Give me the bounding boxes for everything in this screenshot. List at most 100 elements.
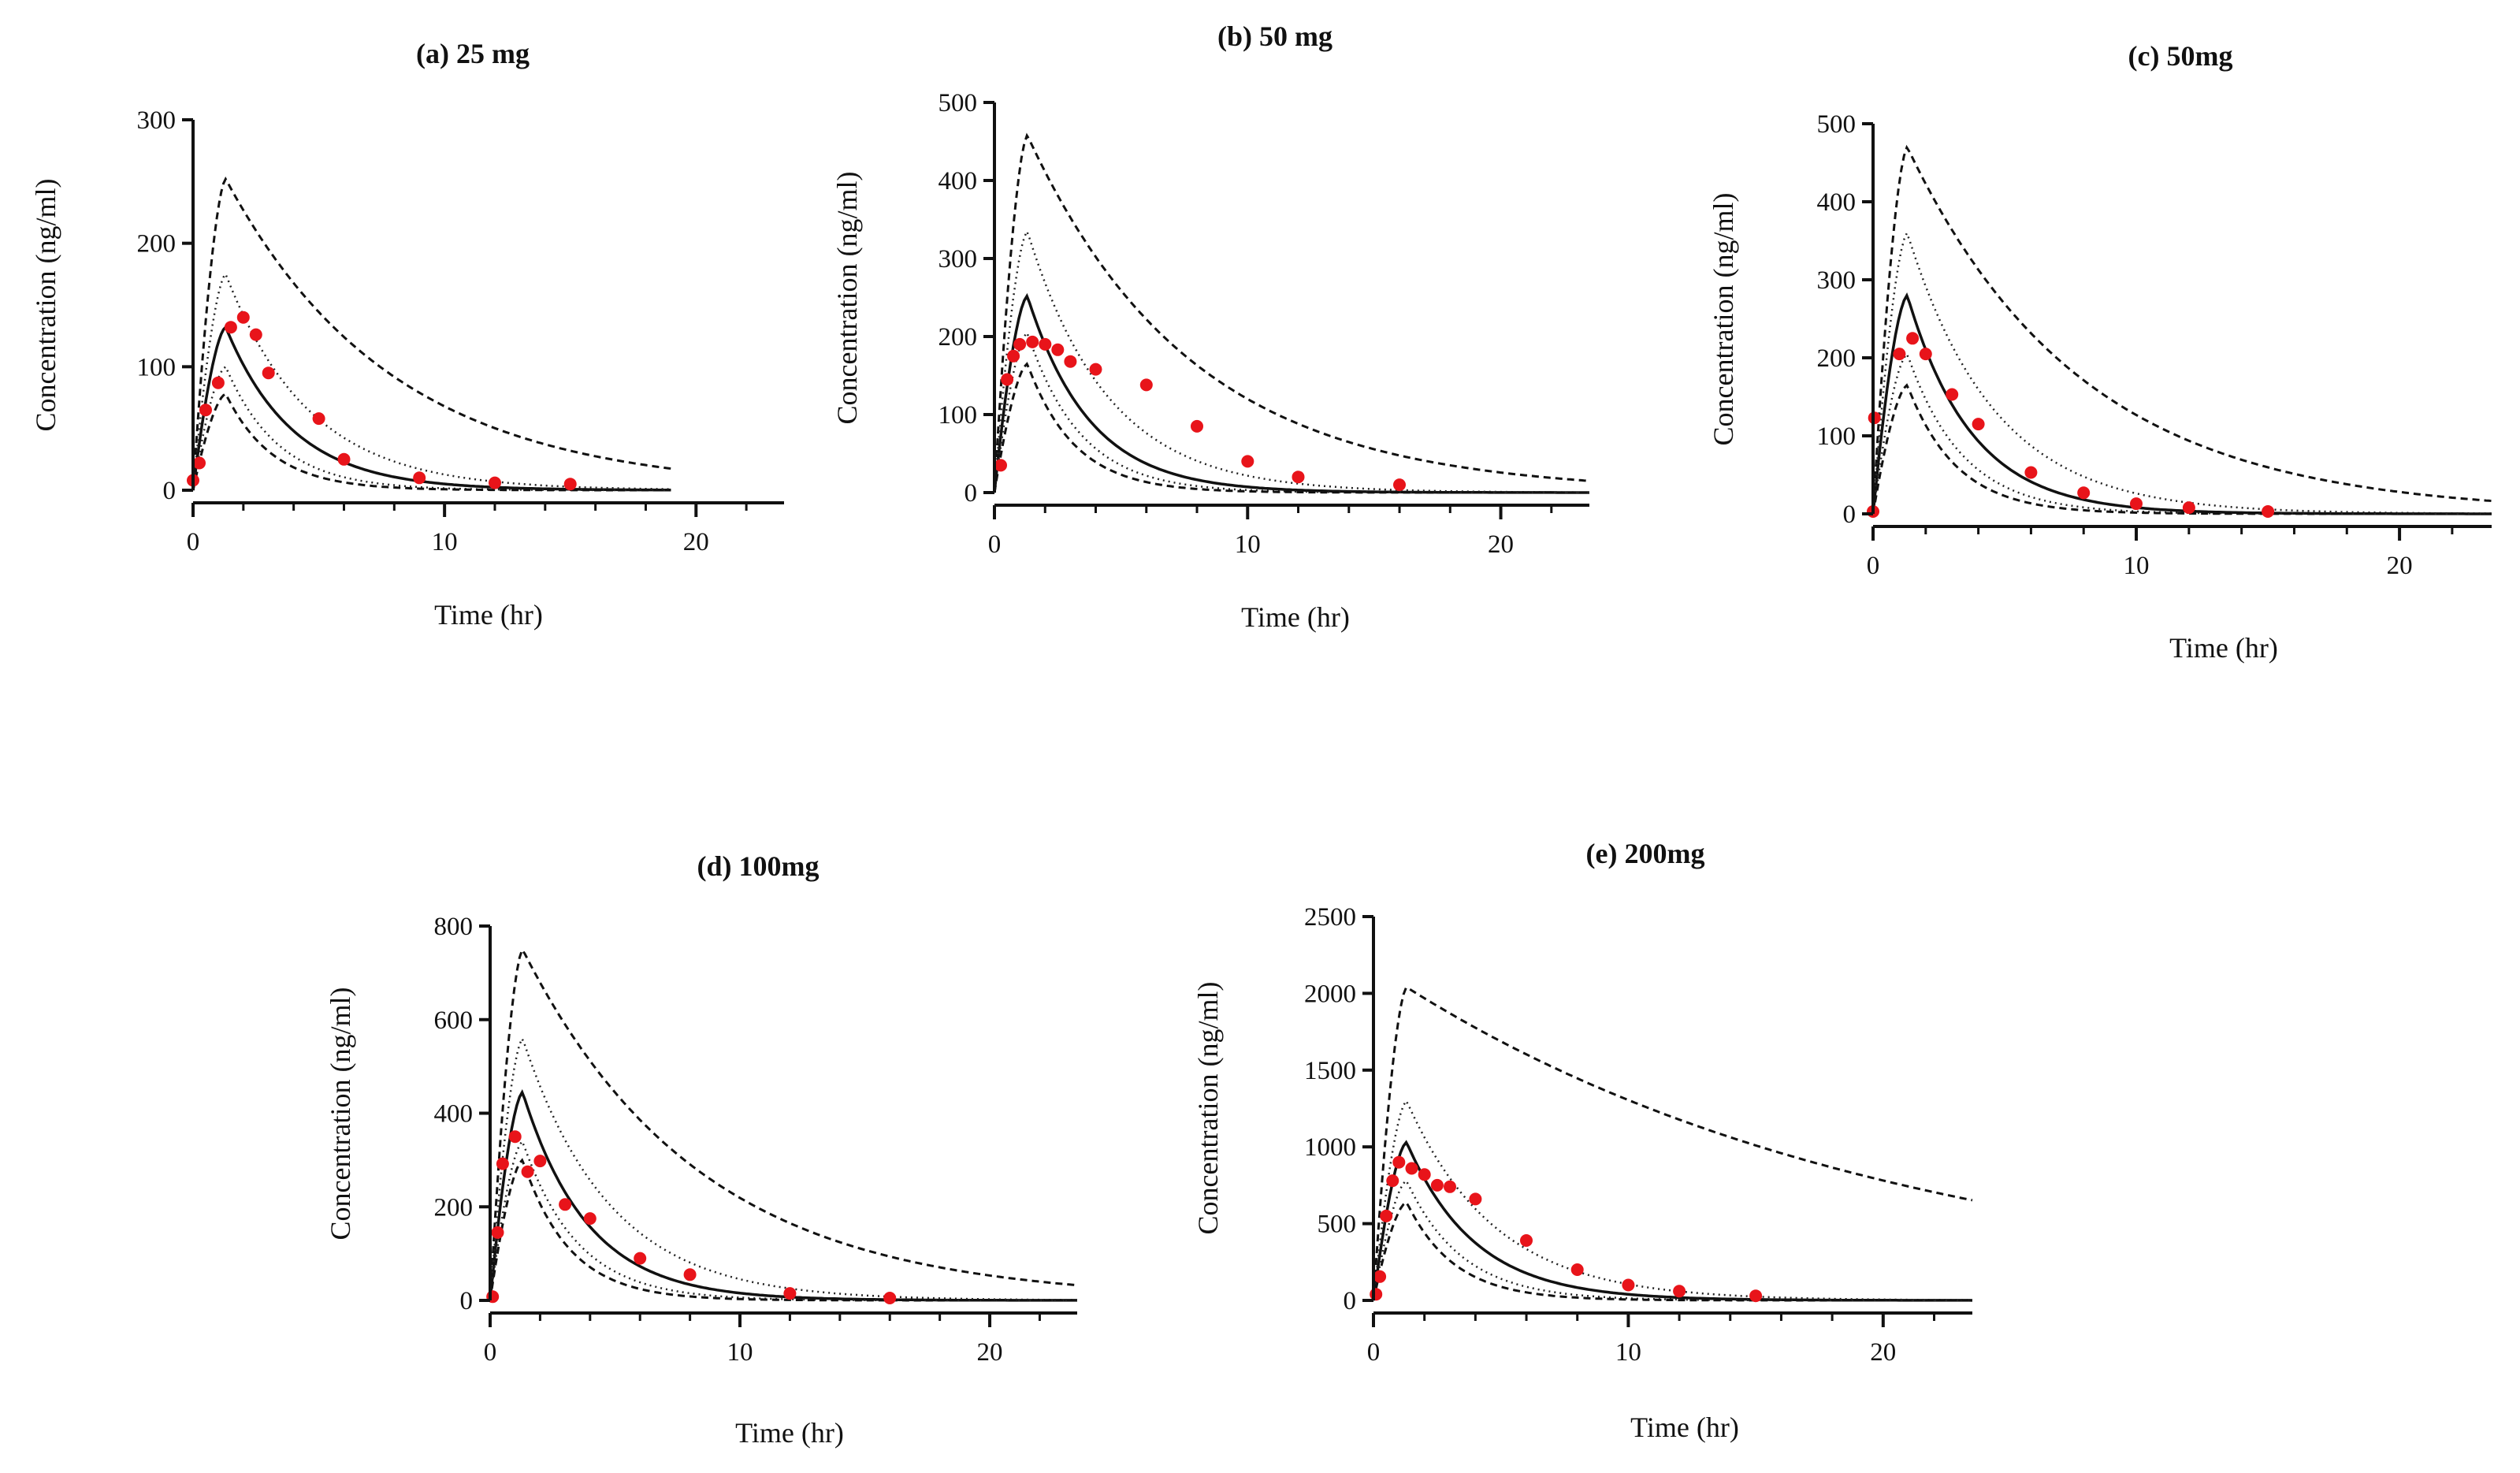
y-axis-label: Concentration (ng/ml) xyxy=(30,179,61,432)
x-axis-label: Time (hr) xyxy=(735,1417,844,1449)
observed-point xyxy=(1430,1178,1444,1192)
observed-point xyxy=(1469,1192,1482,1206)
x-axis-label: Time (hr) xyxy=(434,599,543,630)
observed-point xyxy=(413,471,426,485)
observed-point xyxy=(2182,501,2195,515)
y-tick-label: 200 xyxy=(1817,344,1857,373)
y-axis-label: Concentration (ng/ml) xyxy=(1192,982,1224,1235)
panel-title: (d) 100mg xyxy=(697,850,820,882)
observed-point xyxy=(193,456,206,470)
observed-point xyxy=(2077,486,2091,500)
outer-bound-curve xyxy=(1372,986,1973,1301)
observed-point xyxy=(1392,1155,1406,1169)
observed-point xyxy=(634,1252,647,1265)
observed-point xyxy=(1972,418,1985,431)
y-tick-label: 300 xyxy=(137,106,177,135)
observed-point xyxy=(1405,1162,1418,1175)
outer-bound-curve xyxy=(1871,144,2492,515)
observed-point xyxy=(236,311,250,324)
x-tick-label: 0 xyxy=(988,530,1002,559)
inner-bound-curve xyxy=(489,1036,1078,1301)
median-curve xyxy=(1871,292,2492,515)
observed-point xyxy=(337,452,351,466)
observed-point xyxy=(496,1157,509,1170)
observed-point xyxy=(883,1292,897,1304)
inner-bound-curve xyxy=(191,365,671,492)
x-tick-label: 0 xyxy=(484,1338,497,1367)
y-axis-label: Concentration (ng/ml) xyxy=(325,988,356,1241)
points-layer xyxy=(187,311,577,491)
panel-title: (a) 25 mg xyxy=(416,38,530,69)
observed-point xyxy=(1673,1285,1686,1298)
observed-point xyxy=(1393,478,1406,492)
inner-bound-curve xyxy=(1871,352,2492,515)
panel-title: (c) 50mg xyxy=(2128,40,2233,72)
y-tick-label: 0 xyxy=(163,477,177,505)
x-tick-label: 10 xyxy=(727,1338,753,1367)
y-tick-label: 0 xyxy=(1344,1287,1357,1315)
x-tick-label: 10 xyxy=(2124,552,2150,580)
points-layer xyxy=(1370,1155,1763,1303)
x-tick-label: 0 xyxy=(187,528,200,556)
x-tick-label: 10 xyxy=(1615,1338,1641,1367)
x-tick-label: 10 xyxy=(1235,530,1261,559)
observed-point xyxy=(1749,1289,1763,1303)
observed-point xyxy=(1946,388,1959,401)
observed-point xyxy=(2130,497,2143,511)
x-tick-label: 20 xyxy=(977,1338,1003,1367)
observed-point xyxy=(563,478,577,491)
observed-point xyxy=(224,321,237,334)
x-tick-label: 20 xyxy=(683,528,709,556)
x-axis-label: Time (hr) xyxy=(1241,601,1350,633)
panel-c: (c) 50mg 0 100 200 300 400 500 0 10 20 Time (hr)… xyxy=(1708,40,2492,664)
observed-point xyxy=(521,1165,534,1178)
observed-point xyxy=(683,1268,697,1281)
outer-bound-curve xyxy=(993,132,1590,493)
y-tick-label: 500 xyxy=(1817,110,1857,139)
observed-point xyxy=(1051,343,1065,356)
y-tick-label: 0 xyxy=(1843,500,1857,529)
observed-point xyxy=(1622,1278,1635,1292)
x-tick-label: 10 xyxy=(432,528,458,556)
panel-d: (d) 100mg 0 200 400 600 800 0 10 20 Time (hr) C… xyxy=(325,850,1078,1449)
outer-bound-curve xyxy=(191,392,671,492)
y-tick-label: 400 xyxy=(938,167,978,195)
observed-point xyxy=(1089,363,1102,376)
curves-layer xyxy=(1372,986,1973,1302)
observed-point xyxy=(583,1212,597,1226)
observed-point xyxy=(249,328,262,341)
observed-point xyxy=(559,1198,572,1211)
axes-layer: 0 100 200 300 400 500 0 10 20 xyxy=(1817,110,2492,580)
observed-point xyxy=(1292,471,1305,484)
observed-point xyxy=(1386,1174,1399,1188)
observed-point xyxy=(262,366,275,380)
outer-bound-curve xyxy=(489,1158,1077,1302)
inner-bound-curve xyxy=(191,272,671,491)
observed-point xyxy=(1064,355,1077,368)
outer-bound-curve xyxy=(1871,383,2492,515)
outer-bound-curve xyxy=(191,177,671,491)
y-tick-label: 800 xyxy=(434,913,474,941)
y-tick-label: 1000 xyxy=(1304,1133,1356,1162)
observed-point xyxy=(1001,373,1014,386)
y-tick-label: 500 xyxy=(1318,1211,1357,1239)
observed-point xyxy=(1906,332,1920,345)
y-tick-label: 1500 xyxy=(1304,1057,1356,1085)
median-curve xyxy=(191,325,671,492)
inner-bound-curve xyxy=(1871,230,2492,515)
inner-bound-curve xyxy=(1372,1179,1972,1302)
observed-point xyxy=(1893,348,1906,361)
y-tick-label: 400 xyxy=(1817,188,1857,217)
y-tick-label: 600 xyxy=(434,1006,474,1035)
observed-point xyxy=(533,1155,547,1168)
y-tick-label: 400 xyxy=(434,1100,474,1129)
observed-point xyxy=(1039,337,1052,351)
y-axis-label: Concentration (ng/ml) xyxy=(831,172,863,425)
curves-layer xyxy=(993,132,1590,494)
median-curve xyxy=(1372,1140,1973,1302)
observed-point xyxy=(1241,455,1254,468)
y-tick-label: 2500 xyxy=(1304,903,1356,932)
observed-point xyxy=(994,459,1007,472)
axes-layer: 0 100 200 300 0 10 20 xyxy=(137,106,784,556)
y-axis-label: Concentration (ng/ml) xyxy=(1708,193,1739,446)
